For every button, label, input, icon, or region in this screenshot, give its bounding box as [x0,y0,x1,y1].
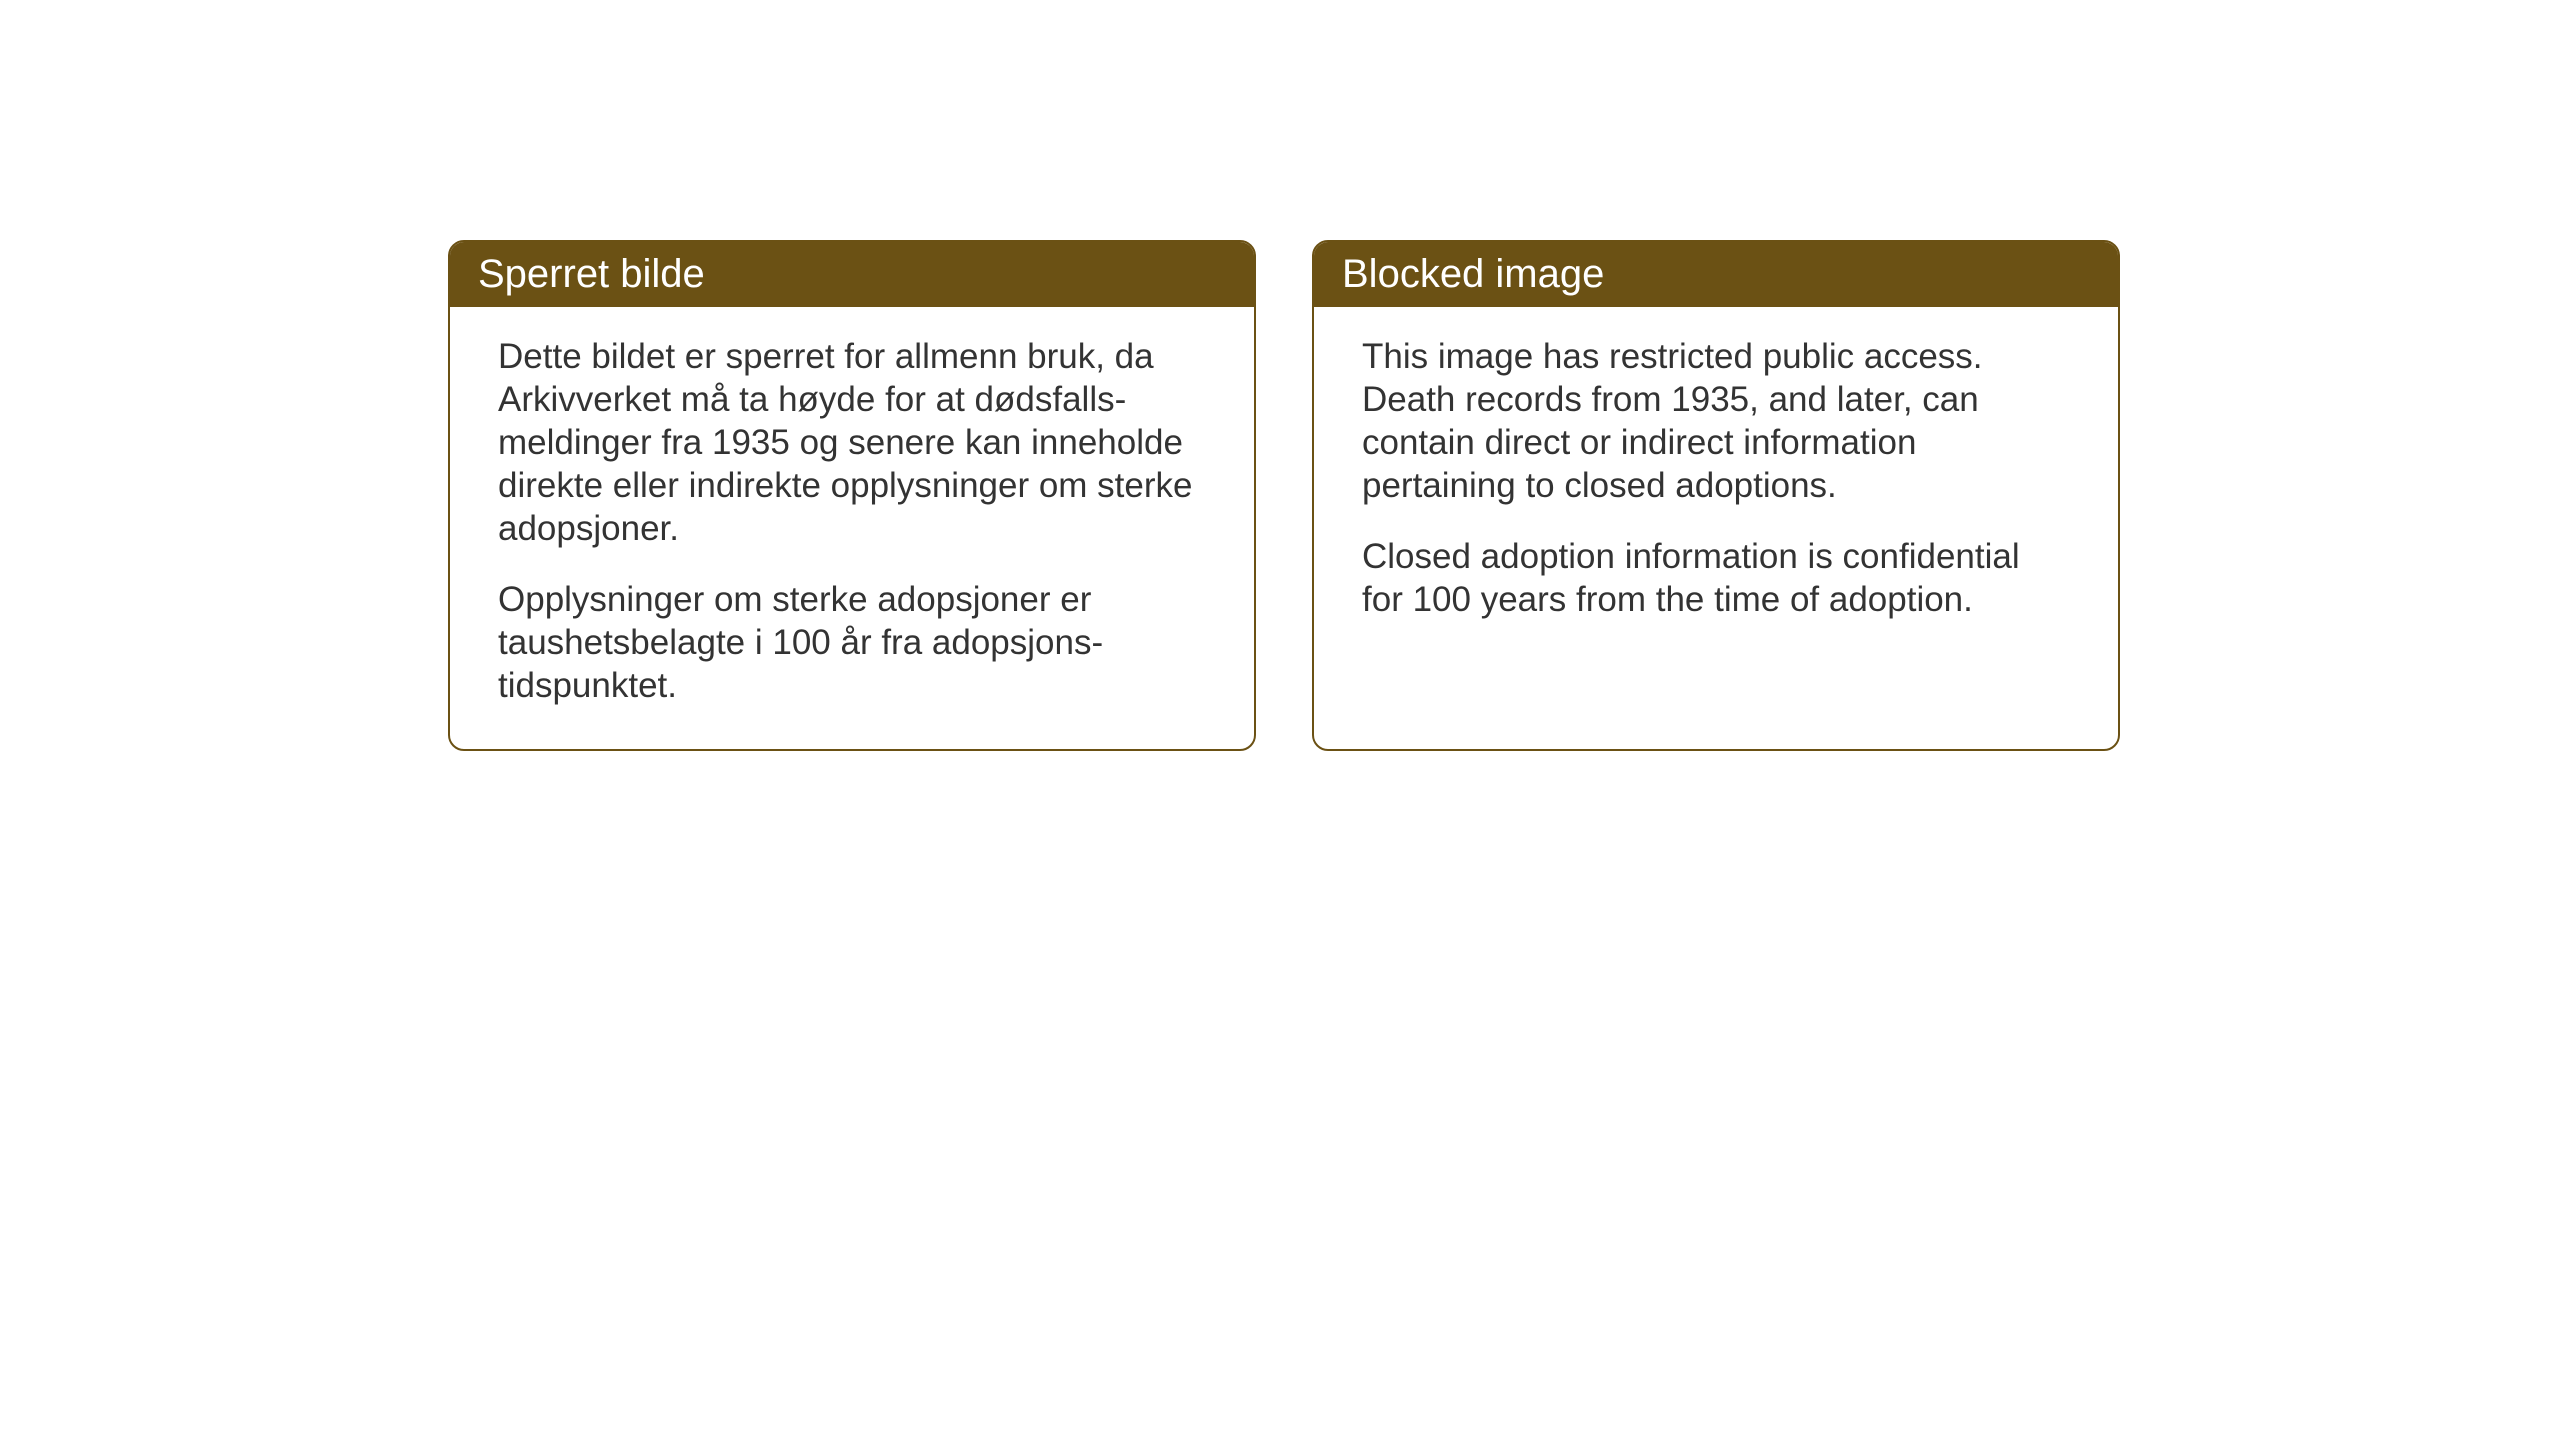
english-card-body: This image has restricted public access.… [1314,307,2118,663]
norwegian-card: Sperret bilde Dette bildet er sperret fo… [448,240,1256,751]
norwegian-paragraph-1: Dette bildet er sperret for allmenn bruk… [498,335,1206,550]
english-card: Blocked image This image has restricted … [1312,240,2120,751]
english-paragraph-2: Closed adoption information is confident… [1362,535,2070,621]
cards-container: Sperret bilde Dette bildet er sperret fo… [448,240,2120,751]
english-paragraph-1: This image has restricted public access.… [1362,335,2070,507]
norwegian-card-body: Dette bildet er sperret for allmenn bruk… [450,307,1254,749]
english-card-title: Blocked image [1314,242,2118,307]
norwegian-card-title: Sperret bilde [450,242,1254,307]
norwegian-paragraph-2: Opplysninger om sterke adopsjoner er tau… [498,578,1206,707]
